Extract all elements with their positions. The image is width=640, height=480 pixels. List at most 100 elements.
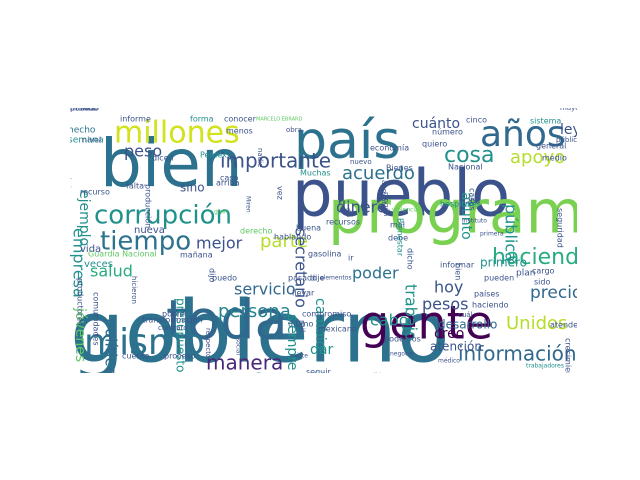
- word-vida: vida: [80, 244, 101, 255]
- word-general: general: [536, 142, 566, 151]
- word-secretaria: Secretaría: [254, 371, 326, 373]
- word-importante: importante: [220, 149, 331, 173]
- word-economico: económico: [70, 162, 72, 195]
- word-muchas: Muchas: [300, 169, 331, 178]
- word-cuanto: cuánto: [412, 116, 460, 132]
- word-paises: países: [474, 290, 499, 299]
- word-apoyo: apoyo: [510, 147, 565, 168]
- word-sino: sino: [180, 181, 205, 195]
- word-medico: médico: [438, 358, 460, 365]
- word-compromiso: compromiso: [302, 310, 351, 319]
- word-plan: plan: [516, 269, 535, 279]
- word-pemex: Pemex: [200, 151, 227, 160]
- word-vez: vez: [276, 186, 285, 200]
- word-atender: atender: [550, 321, 577, 330]
- word-derecho: derecho: [240, 227, 273, 236]
- word-primera: primera: [480, 231, 504, 238]
- word-jovenes: jóvenes: [72, 307, 88, 362]
- word-cuenta: cuenta: [122, 352, 150, 361]
- word-veces: veces: [84, 259, 113, 270]
- word-podemos: podemos: [384, 335, 421, 344]
- word-sido: sido: [534, 278, 550, 287]
- word-asunto: asunto: [458, 192, 474, 240]
- word-peso: peso: [124, 142, 162, 161]
- word-haciendo: haciendo: [472, 301, 509, 310]
- word-contrato: contrato: [158, 324, 188, 332]
- word-cloud-panel: gobiernobienpuebloprogramapaístodagentem…: [70, 108, 577, 373]
- word-hoy: hoy: [434, 278, 463, 297]
- word-bien: bien: [454, 263, 463, 280]
- word-puedo: puedo: [212, 274, 237, 283]
- word-hecho: hecho: [70, 126, 96, 136]
- word-cambio: cambio: [312, 298, 328, 349]
- word-salud: salud: [90, 262, 133, 281]
- word-respecto: respecto: [204, 328, 212, 358]
- word-dicho: dicho: [406, 248, 415, 270]
- word-ningun: ningún: [382, 192, 390, 216]
- word-negocio: negocio: [390, 351, 414, 358]
- word-miren: Miren: [245, 196, 252, 213]
- word-quiero: quiero: [422, 140, 447, 149]
- word-llevar: llevar: [292, 289, 315, 298]
- word-acuerdo: acuerdo: [342, 163, 415, 184]
- word-falta: falta: [126, 182, 144, 191]
- word-unidos: Unidos: [506, 313, 567, 334]
- word-medio: medio: [542, 154, 567, 163]
- word-secretario: secretario: [292, 228, 311, 308]
- word-cual: cuál: [458, 311, 473, 319]
- word-sistema: sistema: [530, 117, 561, 126]
- word-toda: toda: [166, 289, 288, 352]
- word-manera: manera: [206, 351, 283, 374]
- word-ultimo: último: [288, 320, 313, 329]
- word-cinco: cinco: [466, 116, 487, 125]
- word-informacion: información: [458, 342, 577, 366]
- word-existe: existe: [290, 353, 308, 360]
- word-debe: debe: [388, 234, 408, 243]
- word-gobierno: gobierno: [70, 282, 450, 373]
- word-hospitales: hospitales: [440, 200, 481, 209]
- word-bien: bien: [100, 125, 243, 202]
- word-medidas: medidas: [362, 373, 388, 374]
- word-hablando: hablando: [274, 233, 311, 242]
- word-ahorro: ahorro: [70, 108, 96, 113]
- word-numero: número: [432, 128, 463, 137]
- word-atencion: atención: [430, 340, 482, 354]
- word-iba: iba: [468, 197, 480, 206]
- word-crecimiento: crecimiento: [564, 338, 573, 373]
- word-cargo: cargo: [532, 267, 555, 276]
- word-social: social: [235, 338, 242, 355]
- word-pais: país: [294, 111, 400, 171]
- word-precio: precio: [530, 283, 577, 303]
- word-informe: informe: [120, 115, 151, 124]
- word-obra: obra: [286, 126, 302, 134]
- word-mexicano: mexicano: [318, 325, 357, 334]
- word-semana: semana: [70, 136, 104, 146]
- word-comunidades: comunidades: [92, 292, 101, 346]
- word-mundo: mundo: [70, 108, 98, 113]
- word-millones: millones: [114, 116, 240, 151]
- word-mil: mil: [298, 320, 307, 332]
- word-seguir: seguir: [306, 368, 331, 374]
- word-nivel: nivel: [82, 136, 101, 145]
- word-dar: dar: [310, 342, 333, 358]
- word-solo: sólo: [310, 372, 338, 373]
- word-bienestar: Bienestar: [396, 218, 405, 257]
- word-cabo: cabo: [370, 311, 409, 330]
- word-instituto: Instituto: [462, 218, 487, 225]
- word-transformacion: transformación: [142, 315, 203, 325]
- word-trabajadores: trabajadores: [526, 363, 564, 370]
- word-trabajo: trabajo: [402, 284, 421, 341]
- word-pasado: pasado: [70, 108, 99, 113]
- word-siempre: siempre: [284, 314, 300, 370]
- word-parte: parte: [260, 231, 308, 252]
- word-recurso: recurso: [80, 188, 110, 197]
- word-publica: pública: [502, 204, 521, 262]
- word-bienes: Bienes: [386, 164, 413, 173]
- word-guardia-nacional: Guardia Nacional: [88, 250, 157, 259]
- word-forma: forma: [190, 115, 214, 124]
- word-primero: primero: [480, 256, 527, 270]
- word-violencia: violencia: [392, 207, 419, 214]
- word-politica: política: [102, 318, 121, 373]
- word-dije: dije: [310, 274, 325, 283]
- word-haciendo: haciendo: [492, 245, 577, 270]
